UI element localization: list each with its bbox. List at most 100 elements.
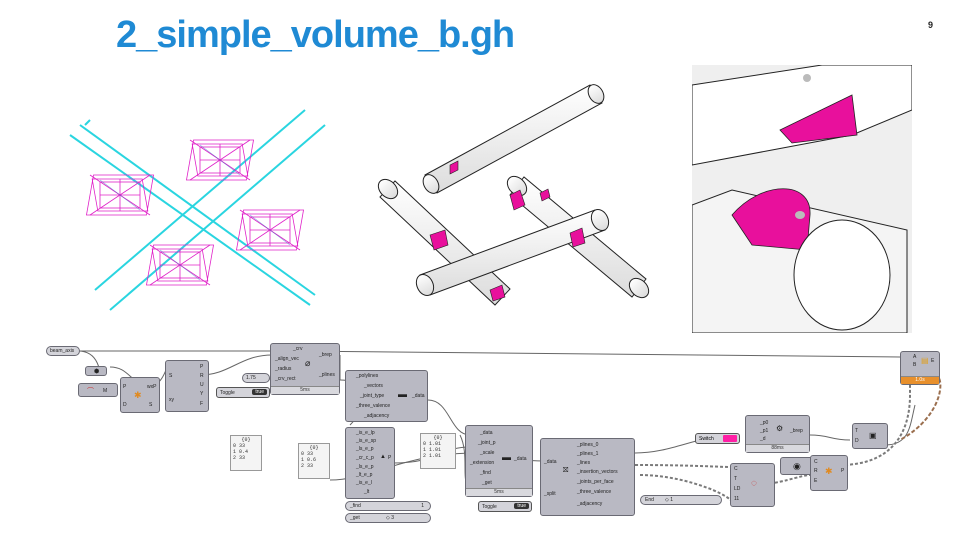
insertion-node[interactable]: _data _split _plines_0 _plines_1 _lines … [540, 438, 635, 516]
jdata-in-2: _joint_p [478, 440, 496, 446]
ins-in-3: _lines [577, 460, 591, 466]
insertion-icon: ⛝ [563, 467, 569, 474]
shaded-model-view [370, 65, 675, 325]
lap-joint-node[interactable]: _is_e_lp _is_e_sp _ls_e_p _cr_c_p _ls_e_… [345, 427, 395, 499]
joint-type-in-4: _three_valence [356, 403, 391, 409]
plane-node[interactable]: S xy P R U Y F [165, 360, 209, 412]
flip-port-4: S [149, 402, 153, 408]
circle-node[interactable]: C T LD 11 ◌ [730, 463, 775, 507]
panel-a[interactable]: {0} 0 33 1 0.4 2 33 [230, 435, 262, 471]
m-node[interactable]: ⌒ M [78, 383, 118, 397]
lap-out-1: P [388, 455, 392, 461]
get-slider[interactable]: _get ◇ 3 [345, 513, 431, 523]
beam-axis-param[interactable]: beam_axis [46, 346, 80, 356]
td-node[interactable]: T D ▣ [852, 423, 888, 449]
ins-in-2: _plines_1 [577, 451, 599, 457]
panel-c-line-2: 1 1.01 [423, 447, 442, 453]
joint-type-in-5: _adjacency [364, 413, 390, 419]
cre-icon: ✱ [825, 466, 833, 476]
volume-in-2: _align_vec [275, 356, 299, 362]
switch-toggle[interactable]: Switch [695, 433, 740, 444]
volume-time: 5ms [271, 386, 339, 394]
panel-c-line-1: 0 1.01 [423, 441, 442, 447]
flip-node[interactable]: P wxP D S ✱ [120, 377, 160, 413]
panel-a-line-2: 1 0.4 [233, 449, 249, 455]
flip-icon: ✱ [134, 390, 142, 400]
panel-c[interactable]: {0} 0 1.01 1 1.01 2 1.01 [420, 433, 456, 469]
joint-type-icon: ▬ [398, 389, 407, 399]
curve-reparam-node[interactable]: ⬢ [85, 366, 107, 376]
plane-out-2: R [200, 373, 204, 379]
joint-type-in-3: _joint_type [360, 393, 385, 399]
toggle-2[interactable]: Toggle true [478, 501, 532, 512]
joint-data-node[interactable]: _data _joint_p _scale _extension _find _… [465, 425, 533, 497]
cre-node[interactable]: C R E P ✱ [810, 455, 848, 491]
brep-in-2: _p1 [760, 428, 769, 434]
cre-port-1: C [814, 459, 818, 465]
panel-a-line-3: 2 33 [233, 455, 246, 461]
flip-port-2: wxP [147, 384, 157, 390]
lap-in-7: _is_e_l [356, 480, 372, 486]
volume-out-1: _brep [319, 352, 332, 358]
lap-in-1: _is_e_lp [356, 430, 375, 436]
lap-in-6: _lt_e_p [356, 472, 373, 478]
brep-icon: ⚙ [776, 424, 784, 433]
panel-b-line-2: 1 0.6 [301, 457, 317, 463]
lap-in-2: _is_e_sp [356, 438, 377, 444]
circle-icon: ◌ [751, 478, 757, 489]
td-port-1: T [855, 428, 859, 434]
jdata-time: 5ms [466, 488, 532, 496]
plane-out-1: P [200, 364, 204, 370]
ins-in-1: _plines_0 [577, 442, 599, 448]
abe-port-2: B [913, 362, 917, 368]
jdata-in-1: _data [480, 430, 493, 436]
find-slider[interactable]: _find 1 [345, 501, 431, 511]
panel-b-line-1: 0 33 [301, 451, 314, 457]
toggle-1[interactable]: Toggle true [216, 387, 270, 398]
end-slider[interactable]: End ◇ 1 [640, 495, 722, 505]
abe-icon: ▤ [921, 356, 929, 365]
plane-out-3: U [200, 382, 204, 388]
plane-in-1: S [169, 373, 173, 379]
abe-node[interactable]: A B E ▤ 1.0s [900, 351, 940, 385]
cre-port-2: R [814, 468, 818, 474]
radius-number[interactable]: 1.75 [242, 373, 270, 383]
find-value: 1 [421, 503, 424, 509]
lap-in-4: _cr_c_p [356, 455, 374, 461]
ins-in-5: _joints_per_face [577, 479, 614, 485]
reparam-icon: ⬢ [94, 369, 100, 375]
rotate-icon: ◉ [793, 461, 801, 471]
panel-b[interactable]: {0} 0 33 1 0.6 2 33 [298, 443, 330, 479]
jdata-in-6: _get [482, 480, 492, 486]
brep-node[interactable]: _p0 _p1 _d _brep ⚙ 88ms [745, 415, 810, 453]
get-value: ◇ 3 [386, 515, 395, 521]
jdata-in-4: _extension [470, 460, 495, 466]
plane-in-2: xy [169, 397, 174, 403]
ins-left-1: _data [544, 459, 557, 465]
volume-in-1: _crv [293, 346, 303, 352]
closeup-view [692, 65, 912, 333]
lap-in-3: _ls_e_p [356, 446, 374, 452]
volume-node[interactable]: _crv _align_vec _radius _crv_rect _brep … [270, 343, 340, 395]
cre-port-4: P [841, 468, 845, 474]
joint-type-in-1: _polylines [356, 373, 379, 379]
joint-type-in-2: _vectors [364, 383, 383, 389]
toggle-2-value: true [514, 503, 529, 509]
joint-type-node[interactable]: _polylines _vectors _joint_type _three_v… [345, 370, 428, 422]
volume-icon: ⌀ [305, 358, 311, 368]
get-label: _get [350, 515, 360, 521]
closeup-image [692, 65, 912, 333]
find-label: _find [350, 503, 361, 509]
panel-a-head: {0} [241, 437, 251, 443]
grasshopper-canvas[interactable]: beam_axis ⬢ ⌒ M P wxP D S ✱ S xy P R U Y… [40, 335, 960, 535]
jdata-in-5: _find [480, 470, 491, 476]
m-port: M [103, 388, 108, 394]
page-number: 9 [928, 20, 934, 30]
shaded-model-image [377, 84, 650, 306]
lap-in-5: _ls_e_p [356, 464, 374, 470]
volume-in-3: _radius [275, 366, 292, 372]
circle-port-2: T [734, 476, 738, 482]
td-port-2: D [855, 438, 859, 444]
jdata-icon: ▬ [502, 452, 511, 462]
toggle-1-value: true [252, 389, 267, 395]
